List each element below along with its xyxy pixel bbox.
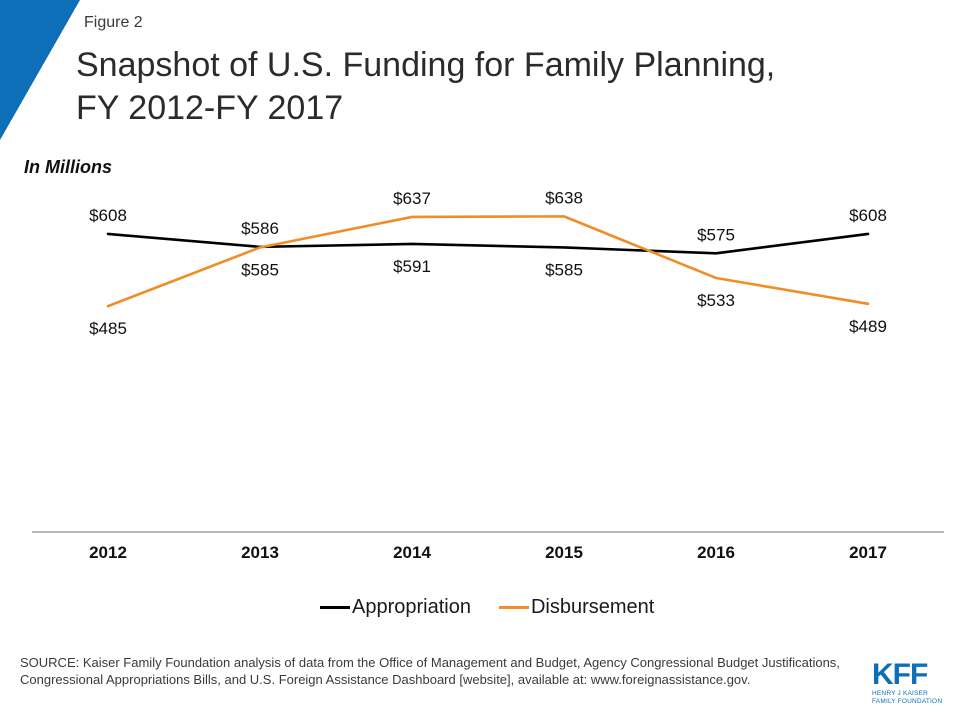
data-label-appropriation-2012: $608	[89, 206, 127, 225]
corner-accent-stripe	[0, 0, 80, 140]
x-tick-label-2017: 2017	[849, 543, 887, 562]
data-label-disbursement-2017: $489	[849, 317, 887, 336]
line-chart: 2012 2013 2014 2015 2016 2017 $608 $586 $591 $585…	[32, 188, 944, 562]
series-line-appropriation	[106, 232, 870, 255]
data-label-appropriation-2014: $591	[393, 257, 431, 276]
chart-title-line-1: Snapshot of U.S. Funding for Family Plan…	[76, 46, 776, 84]
legend-label-appropriation: Appropriation	[352, 596, 471, 618]
x-tick-label-2013: 2013	[241, 543, 279, 562]
legend-swatch-disbursement	[498, 606, 529, 609]
logo-subtitle-line-1: HENRY J KAISER	[872, 690, 929, 697]
x-tick-label-2012: 2012	[89, 543, 127, 562]
figure-label: Figure 2	[84, 14, 143, 31]
x-tick-label-2015: 2015	[545, 543, 583, 562]
data-label-appropriation-2013: $586	[241, 219, 279, 238]
logo-subtitle-line-2: FAMILY FOUNDATION	[872, 698, 943, 705]
data-label-disbursement-2016: $533	[697, 291, 735, 310]
data-label-disbursement-2014: $637	[393, 189, 431, 208]
chart-title-line-2: FY 2012-FY 2017	[76, 89, 344, 127]
units-label: In Millions	[24, 157, 112, 177]
series-line-disbursement	[106, 215, 870, 308]
data-label-disbursement-2012: $485	[89, 319, 127, 338]
data-label-appropriation-2016: $575	[697, 225, 735, 244]
data-label-disbursement-2015: $638	[545, 188, 583, 207]
data-label-appropriation-2015: $585	[545, 260, 583, 279]
source-note: SOURCE: Kaiser Family Foundation analysi…	[20, 655, 840, 687]
x-tick-label-2014: 2014	[393, 543, 431, 562]
legend-item-appropriation: Appropriation	[320, 596, 471, 619]
chart-legend: Appropriation Disbursement	[320, 596, 682, 619]
data-label-disbursement-2013: $585	[241, 260, 279, 279]
kff-logo: KFF HENRY J KAISER FAMILY FOUNDATION	[872, 660, 952, 710]
legend-label-disbursement: Disbursement	[530, 596, 655, 618]
logo-wordmark: KFF	[872, 658, 928, 691]
chart-title: Snapshot of U.S. Funding for Family Plan…	[76, 44, 936, 130]
legend-item-disbursement: Disbursement	[498, 596, 655, 619]
x-tick-label-2016: 2016	[697, 543, 735, 562]
data-label-appropriation-2017: $608	[849, 206, 887, 225]
legend-swatch-appropriation	[320, 606, 350, 609]
